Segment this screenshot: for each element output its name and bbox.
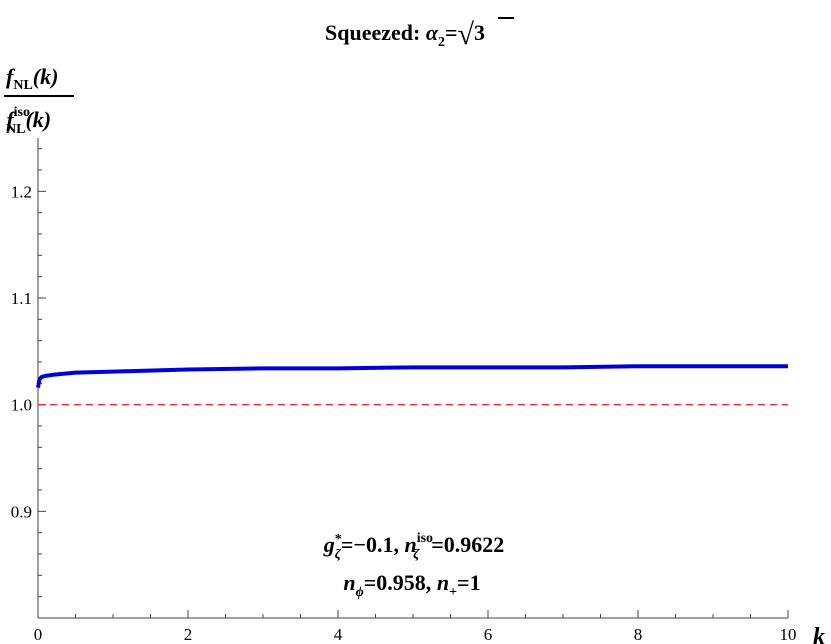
ann-g-val: =−0.1, <box>341 532 405 557</box>
ann-n2-val: =1 <box>457 570 481 595</box>
ylabel-den-sup: iso <box>14 105 30 120</box>
ylabel-den-f: f <box>6 107 16 132</box>
x-ticks: 0 2 4 6 8 10 <box>34 610 797 644</box>
ann-n1: n <box>343 570 355 595</box>
ylabel-denominator: fiso NL(k) <box>6 105 51 137</box>
ann-n1-sub: ϕ <box>356 585 364 600</box>
ann-n-sub: ζ <box>413 547 420 562</box>
ann-n2-sub: + <box>449 585 457 600</box>
ylabel-numerator: fNL(k) <box>6 64 58 93</box>
ylabel-den-sub: NL <box>6 122 25 137</box>
ann-n-val: =0.9622 <box>431 532 504 557</box>
y-tick-label: 1.1 <box>11 289 32 308</box>
y-tick-label: 1.2 <box>11 182 32 201</box>
x-tick-label: 8 <box>634 625 643 644</box>
ann-n: n <box>404 532 416 557</box>
xlabel: k <box>813 624 825 644</box>
y-ticks: 0.9 1.0 1.1 1.2 <box>11 148 46 619</box>
ylabel-num-f: f <box>6 64 16 89</box>
annotation-line1: g* ζ=−0.1, niso ζ =0.9622 <box>323 531 505 562</box>
x-tick-label: 6 <box>484 625 493 644</box>
title-alpha-sub: 2 <box>438 35 445 50</box>
ann-n1-val: =0.958, <box>364 570 437 595</box>
x-tick-label: 0 <box>34 625 43 644</box>
ann-g: g <box>323 532 335 557</box>
chart-title: Squeezed: α2=√3 <box>325 18 485 51</box>
ann-g-sup: * <box>335 532 342 547</box>
annotation-line2: nϕ=0.958, n+=1 <box>343 570 480 600</box>
y-tick-label: 0.9 <box>11 502 32 521</box>
title-radicand: 3 <box>474 20 485 45</box>
title-prefix: Squeezed: <box>325 20 426 45</box>
title-equals: = <box>445 20 458 45</box>
ylabel-num-arg: (k) <box>33 64 59 89</box>
x-tick-label: 2 <box>184 625 193 644</box>
ann-n2: n <box>437 570 449 595</box>
x-tick-label: 4 <box>334 625 343 644</box>
ylabel-den-arg: (k) <box>25 107 51 132</box>
title-radical: √ <box>458 18 475 51</box>
y-tick-label: 1.0 <box>11 396 32 415</box>
series-line <box>36 364 788 388</box>
x-tick-label: 10 <box>780 625 797 644</box>
ann-g-sub: ζ <box>335 547 342 562</box>
ylabel-num-sub: NL <box>13 78 32 93</box>
title-alpha: α <box>426 20 439 45</box>
ann-n-sup: iso <box>417 531 433 546</box>
